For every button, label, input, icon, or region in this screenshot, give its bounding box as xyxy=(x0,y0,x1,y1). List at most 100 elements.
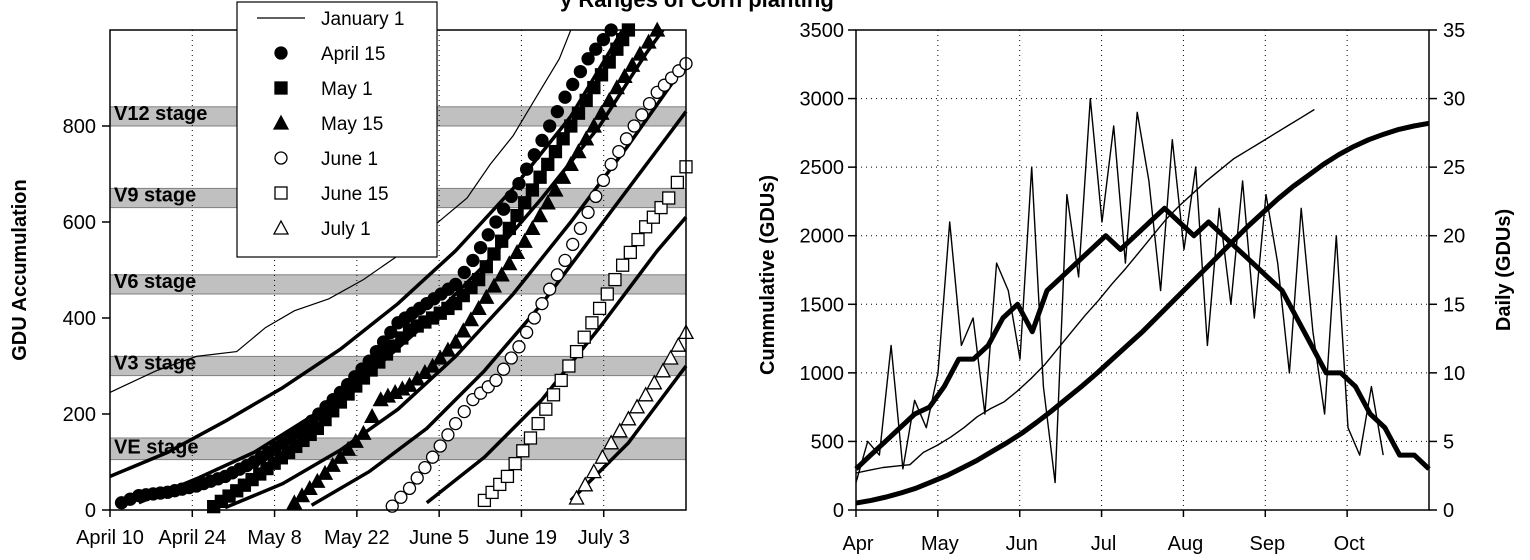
x-tick-label: April 10 xyxy=(76,527,144,549)
data-point xyxy=(516,232,533,248)
data-point xyxy=(608,272,622,287)
data-point xyxy=(594,68,609,82)
x-tick-label: Jul xyxy=(1091,533,1117,555)
data-point xyxy=(504,351,518,365)
data-point xyxy=(611,422,628,438)
series-1 xyxy=(855,108,1315,474)
right-y-ticks: 0 500 1000 1500 2000 2500 3000 3500 xyxy=(800,20,856,522)
right-chart: 0 500 1000 1500 2000 2500 3000 3500 0 5 10 15 20 25 3… xyxy=(757,20,1515,555)
data-point xyxy=(543,119,557,133)
series-line xyxy=(855,108,1315,474)
data-point xyxy=(571,106,586,120)
data-point xyxy=(504,189,518,204)
data-point xyxy=(531,207,549,223)
data-point xyxy=(596,173,611,188)
data-point xyxy=(566,237,580,252)
data-point xyxy=(466,253,480,268)
y-tick-label: 1000 xyxy=(800,363,845,385)
data-point xyxy=(624,56,641,72)
data-point xyxy=(274,186,288,200)
data-point xyxy=(612,144,626,159)
right-plot-frame xyxy=(855,29,1430,511)
data-point xyxy=(274,81,288,95)
y-tick-label: 500 xyxy=(811,431,844,453)
data-point xyxy=(623,245,637,260)
left-series xyxy=(109,21,695,514)
figure-title: y Ranges of Corn planting xyxy=(560,0,834,12)
legend-label: May 1 xyxy=(321,79,373,100)
right-y2-ticks: 0 5 10 15 20 25 30 35 xyxy=(1429,20,1465,522)
data-point xyxy=(385,499,399,513)
right-series xyxy=(854,97,1431,506)
y2-tick-label: 35 xyxy=(1443,20,1465,42)
data-point xyxy=(272,114,290,130)
data-point xyxy=(410,471,424,485)
data-point xyxy=(502,221,517,236)
data-point xyxy=(573,64,588,79)
data-point xyxy=(448,277,463,292)
data-point xyxy=(594,448,611,464)
series-line xyxy=(854,205,1431,471)
data-point xyxy=(447,333,464,349)
x-tick-label: Apr xyxy=(842,533,873,555)
data-point xyxy=(425,450,440,464)
series-june-15 xyxy=(477,160,693,508)
data-point xyxy=(566,77,580,92)
data-point xyxy=(433,439,447,453)
data-point xyxy=(516,444,530,458)
y-tick-label: 600 xyxy=(63,212,96,234)
data-point xyxy=(628,398,646,414)
y2-tick-label: 30 xyxy=(1443,89,1465,111)
data-point xyxy=(432,349,449,365)
data-point xyxy=(286,494,303,510)
data-point xyxy=(662,349,679,365)
x-tick-label: June 19 xyxy=(486,527,557,549)
data-point xyxy=(596,32,611,47)
data-point xyxy=(524,220,541,236)
stage-band-label: V12 stage xyxy=(114,103,207,125)
data-point xyxy=(546,388,561,402)
series-june-1 xyxy=(385,56,693,513)
data-point xyxy=(324,456,341,472)
data-point xyxy=(332,448,349,464)
data-point xyxy=(603,434,620,450)
data-point xyxy=(527,148,541,162)
data-point xyxy=(272,219,290,235)
right-x-ticks: Apr May Jun Jul Aug Sep Oct xyxy=(842,510,1365,555)
data-point xyxy=(274,151,288,165)
right-y-axis-title: Cummulative (GDUs) xyxy=(757,175,779,375)
data-point xyxy=(518,196,532,210)
data-point xyxy=(470,300,487,316)
series-july-1 xyxy=(568,324,695,505)
x-tick-label: Jun xyxy=(1006,533,1038,555)
data-point xyxy=(525,183,540,197)
x-tick-label: July 3 xyxy=(578,527,630,549)
data-point xyxy=(585,316,599,330)
data-point xyxy=(473,240,488,255)
data-point xyxy=(554,373,568,388)
x-tick-label: Sep xyxy=(1249,533,1285,555)
legend-box xyxy=(236,1,438,258)
stage-band xyxy=(109,355,687,377)
data-point xyxy=(495,234,509,248)
x-tick-label: May 8 xyxy=(247,527,301,549)
data-point xyxy=(592,301,607,316)
y2-tick-label: 10 xyxy=(1443,363,1465,385)
data-point xyxy=(471,272,486,287)
data-point xyxy=(316,464,334,480)
legend-label: July 1 xyxy=(321,219,371,240)
y-tick-label: 0 xyxy=(85,500,96,522)
data-point xyxy=(510,208,524,223)
data-point xyxy=(439,341,457,357)
data-point xyxy=(569,344,584,359)
x-tick-label: April 24 xyxy=(158,527,226,549)
data-point xyxy=(548,144,563,159)
data-point xyxy=(535,133,549,148)
data-point xyxy=(550,104,565,119)
x-tick-label: May 22 xyxy=(324,527,390,549)
y-tick-label: 2000 xyxy=(800,226,845,248)
series-3 xyxy=(855,97,1384,484)
data-point xyxy=(579,93,593,108)
data-point xyxy=(593,104,610,120)
series-april-15 xyxy=(114,23,618,510)
